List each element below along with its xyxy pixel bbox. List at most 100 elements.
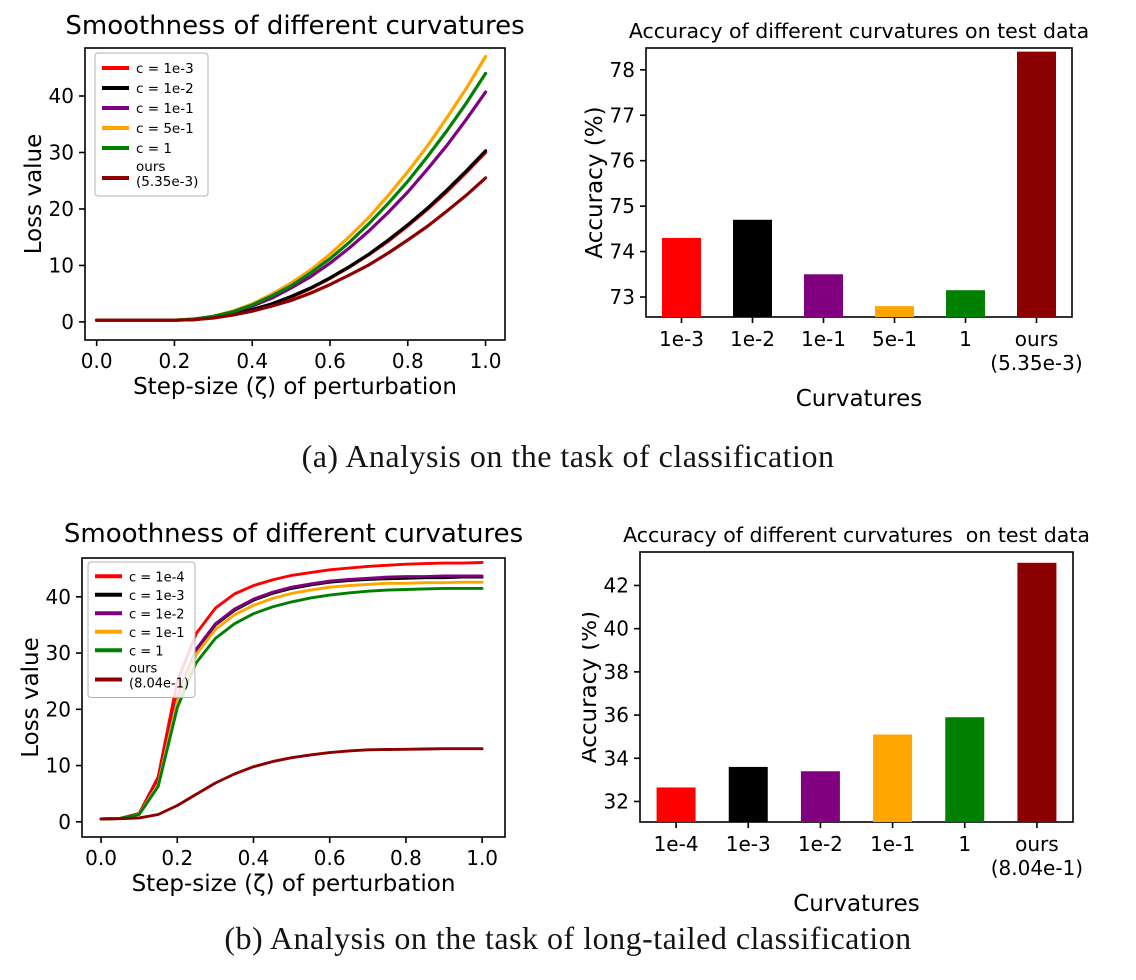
legend-label-c-1e-2: c = 1e-2 [136,81,194,97]
x-axis-label: Curvatures [796,386,922,412]
caption-b: (b) Analysis on the task of long-tailed … [224,920,912,956]
x-tick-label: 0.0 [81,349,113,373]
plot-area [99,561,484,821]
axes-frame [645,47,1073,318]
y-axis-label: Accuracy (%) [582,611,602,763]
legend-label-c-1: c = 1 [136,141,172,157]
y-tick-label: 38 [604,660,629,684]
x-tick-label: 0.2 [161,846,193,870]
x-category-label: 1 [958,832,971,856]
bar-1e-3-0 [662,237,701,317]
bar-1e-4-0 [656,787,696,822]
bar-5e-1-3 [875,306,914,317]
line_b-canvas: Smoothness of different curvatures 0 10 20 3… [0,500,560,920]
series-line-ours-8-04e-1 [99,747,484,821]
x-category-label-line2: (5.35e-3) [990,351,1082,375]
smoothness-line-chart-long-tailed: Smoothness of different curvatures 0 10 20 3… [0,500,560,920]
x-tick-label: 0.6 [314,349,346,373]
x-tick-label: 1.0 [466,846,498,870]
smoothness-line-chart-classification: Smoothness of different curvatures 0 10 20 3… [0,0,560,420]
x-axis-label: Step-size (ζ) of perturbation [133,374,457,400]
x-tick-label: 0.8 [390,846,422,870]
y-tick-label: 40 [604,617,629,641]
x-tick-label: 0.2 [159,349,191,373]
caption-a: (a) Analysis on the task of classificati… [301,438,835,474]
bar-1e-2-1 [733,219,772,317]
legend-label-c-1e-2: c = 1e-2 [129,607,185,622]
x-category-label: ours [1015,327,1059,351]
y-tick-label: 74 [610,240,635,264]
y-tick-label: 0 [58,810,71,834]
y-tick-label: 10 [46,754,71,778]
accuracy-bar-chart-long-tailed: Accuracy of different curvatures on test… [576,500,1136,920]
legend-label-5-35e-3: (5.35e-3) [136,174,198,190]
y-axis-label: Loss value [21,134,47,255]
y-axis-label: Accuracy (%) [582,106,608,258]
y-tick-label: 73 [610,285,635,309]
bar-1e-1-3 [873,734,913,822]
bar_b-canvas: Accuracy of different curvatures on test… [576,500,1136,920]
x-category-label: 1 [959,327,972,351]
legend-label-c-1e-1: c = 1e-1 [129,626,185,641]
x-tick-label: 0.8 [392,349,424,373]
legend-label-ours: ours [136,159,165,175]
y-axis-label: Loss value [18,637,44,758]
x-category-label-line2: (8.04e-1) [991,856,1083,880]
y-tick-label: 32 [604,789,629,813]
y-tick-label: 42 [604,573,629,597]
chart-title: Smoothness of different curvatures [65,11,524,41]
x-axis-label: Step-size (ζ) of perturbation [132,871,456,897]
legend-label-8-04e-1: (8.04e-1) [129,677,189,692]
chart-title: Accuracy of different curvatures on test… [629,19,1089,43]
y-tick-label: 20 [49,197,74,221]
plot-area [95,54,488,322]
y-tick-label: 75 [610,194,635,218]
x-tick-label: 0.0 [85,846,117,870]
bar-1e-1-2 [804,274,843,317]
y-tick-label: 40 [46,585,71,609]
x-category-label: 1e-1 [870,832,915,856]
bar-1-4 [945,717,985,822]
y-tick-label: 40 [49,84,74,108]
series-line-c-1 [99,586,484,821]
x-category-label: 5e-1 [872,327,917,351]
y-tick-label: 10 [49,253,74,277]
legend-label-c-1e-4: c = 1e-4 [129,570,185,585]
chart-title: Accuracy of different curvatures on test… [623,523,1090,547]
y-tick-label: 20 [46,697,71,721]
legend-label-c-5e-1: c = 5e-1 [136,121,194,137]
series-line-c-1e-4 [99,561,484,821]
legend-label-c-1e-1: c = 1e-1 [136,101,194,117]
x-category-label: 1e-2 [730,327,775,351]
y-tick-label: 36 [604,703,629,727]
legend: c = 1e-4 c = 1e-3 c = 1e-2 c = 1e-1 c = 1 our… [87,561,196,698]
legend-label-ours: ours [129,662,158,677]
y-tick-label: 77 [610,103,635,127]
x-tick-label: 0.4 [238,846,270,870]
chart-title: Smoothness of different curvatures [64,519,523,549]
y-tick-label: 30 [49,140,74,164]
y-tick-label: 34 [604,746,629,770]
legend-label-c-1e-3: c = 1e-3 [136,61,194,77]
x-axis-label: Curvatures [793,891,919,917]
legend: c = 1e-3 c = 1e-2 c = 1e-1 c = 5e-1 c = 1 our… [94,52,209,197]
bar-1e-2-2 [800,771,840,822]
y-tick-label: 76 [610,149,635,173]
axes-frame [639,551,1074,823]
x-category-label: ours [1015,832,1059,856]
bar_a-canvas: Accuracy of different curvatures on test… [582,0,1136,420]
legend-label-c-1e-3: c = 1e-3 [129,589,185,604]
x-category-label: 1e-3 [659,327,704,351]
x-tick-label: 1.0 [470,349,502,373]
bar-ours-5 [1017,562,1057,822]
x-category-label: 1e-4 [654,832,699,856]
x-category-label: 1e-2 [798,832,843,856]
y-tick-label: 0 [61,310,74,334]
legend-label-c-1: c = 1 [129,644,164,659]
bar-1-4 [946,290,985,317]
bar-ours-5 [1017,51,1056,318]
x-category-label: 1e-1 [801,327,846,351]
y-tick-label: 78 [610,58,635,82]
line_a-canvas: Smoothness of different curvatures 0 10 20 3… [0,0,560,420]
